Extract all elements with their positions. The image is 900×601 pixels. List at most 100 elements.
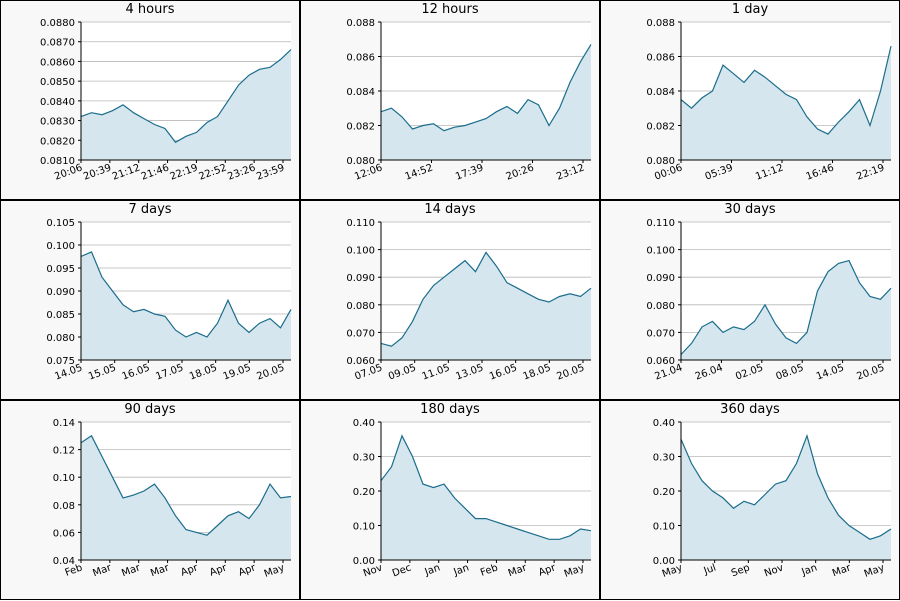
x-tick-label: Mar bbox=[507, 562, 529, 579]
x-tick-label: Apr bbox=[208, 562, 229, 579]
x-tick-label: 20.05 bbox=[555, 362, 586, 382]
y-tick-label: 0.080 bbox=[346, 156, 375, 167]
x-tick-label: 16.05 bbox=[488, 362, 519, 382]
x-tick-label: May bbox=[563, 562, 586, 579]
series-line bbox=[680, 45, 892, 135]
chart-title: 7 days bbox=[128, 202, 172, 217]
x-tick-label: 23:26 bbox=[226, 162, 257, 182]
y-tick-label: 0.100 bbox=[46, 241, 75, 252]
y-tick-label: 0.088 bbox=[346, 18, 375, 29]
x-tick-label: 20:39 bbox=[82, 162, 113, 182]
y-tick-label: 0.084 bbox=[346, 87, 375, 98]
x-tick-label: 22:19 bbox=[169, 162, 200, 182]
x-tick-label: 18.05 bbox=[188, 362, 219, 382]
x-tick-label: 05:39 bbox=[704, 162, 735, 182]
y-tick-label: 0.086 bbox=[346, 53, 375, 64]
chart-panel-4: 14 days 0.060 0.070 0.080 0.090 0.100 0.110 07.… bbox=[300, 200, 600, 400]
series-area bbox=[381, 252, 591, 360]
x-tick-label: Apr bbox=[179, 562, 200, 579]
y-tick-label: 0.40 bbox=[353, 418, 375, 429]
series-line bbox=[680, 259, 892, 355]
y-tick-label: 0.060 bbox=[346, 356, 375, 367]
y-tick-label: 0.080 bbox=[346, 301, 375, 312]
x-tick-label: 11.05 bbox=[421, 362, 452, 382]
y-tick-label: 0.04 bbox=[53, 556, 75, 567]
x-tick-label: 16.05 bbox=[121, 362, 152, 382]
x-tick-label: Jan bbox=[451, 562, 470, 578]
x-tick-label: 17.05 bbox=[154, 362, 185, 382]
chart-panel-2: 1 day 0.080 0.082 0.084 0.086 0.088 00:06 05:39… bbox=[600, 0, 900, 200]
y-tick-label: 0.090 bbox=[346, 273, 375, 284]
x-tick-label: 23:12 bbox=[555, 162, 586, 182]
y-tick-label: 0.00 bbox=[653, 556, 675, 567]
x-tick-label: Mar bbox=[120, 562, 142, 579]
y-tick-label: 0.080 bbox=[646, 301, 675, 312]
x-tick-label: 18.05 bbox=[522, 362, 553, 382]
chart-title: 4 hours bbox=[125, 2, 175, 17]
x-tick-label: 26.04 bbox=[694, 362, 725, 382]
x-tick-label: 11:12 bbox=[754, 162, 785, 182]
y-tick-label: 0.082 bbox=[646, 122, 675, 133]
x-tick-label: May bbox=[863, 562, 886, 579]
x-tick-label: 15.05 bbox=[87, 362, 118, 382]
series-area bbox=[81, 435, 291, 560]
y-tick-label: 0.40 bbox=[653, 418, 675, 429]
chart-title: 90 days bbox=[124, 402, 176, 417]
series-line bbox=[380, 434, 592, 540]
x-tick-label: 08.05 bbox=[775, 362, 806, 382]
series-line bbox=[680, 433, 892, 540]
chart-panel-0: 4 hours 0.0810 0.0820 0.0830 0.0840 0.0850 0.0… bbox=[0, 0, 300, 200]
series-line bbox=[380, 251, 592, 347]
x-tick-label: Dec bbox=[391, 562, 413, 579]
x-tick-label: Nov bbox=[763, 562, 785, 579]
series-area bbox=[381, 435, 591, 560]
x-tick-label: Apr bbox=[237, 562, 258, 579]
x-tick-label: 21:46 bbox=[140, 162, 171, 182]
chart-svg: 0.0810 0.0820 0.0830 0.0840 0.0850 0.0860 0.08… bbox=[40, 18, 292, 183]
y-tick-label: 0.070 bbox=[646, 328, 675, 339]
y-tick-label: 0.085 bbox=[46, 310, 75, 321]
y-tick-label: 0.084 bbox=[646, 87, 675, 98]
y-tick-label: 0.105 bbox=[46, 218, 75, 229]
y-tick-label: 0.086 bbox=[646, 53, 675, 64]
y-tick-label: 0.30 bbox=[353, 453, 375, 464]
y-tick-label: 0.08 bbox=[53, 501, 75, 512]
chart-title: 360 days bbox=[720, 402, 780, 417]
y-tick-label: 0.080 bbox=[46, 333, 75, 344]
series-area bbox=[681, 435, 891, 560]
y-tick-label: 0.090 bbox=[46, 287, 75, 298]
x-tick-label: Feb bbox=[479, 562, 499, 578]
y-tick-label: 0.082 bbox=[346, 122, 375, 133]
y-tick-label: 0.088 bbox=[646, 18, 675, 29]
x-tick-label: 20.05 bbox=[255, 362, 286, 382]
y-tick-label: 0.110 bbox=[346, 218, 375, 229]
y-tick-label: 0.30 bbox=[653, 453, 675, 464]
series-area bbox=[381, 44, 591, 160]
chart-panel-8: 360 days 0.00 0.10 0.20 0.30 0.40 May Jul Sep Nov… bbox=[600, 400, 900, 600]
chart-panel-7: 180 days 0.00 0.10 0.20 0.30 0.40 Nov Dec Jan Jan… bbox=[300, 400, 600, 600]
x-tick-label: 22:19 bbox=[855, 162, 886, 182]
y-tick-label: 0.100 bbox=[646, 246, 675, 257]
x-tick-label: Jan bbox=[799, 562, 818, 578]
chart-panel-3: 7 days 0.075 0.080 0.085 0.090 0.095 0.100 0.10… bbox=[0, 200, 300, 400]
y-tick-label: 0.075 bbox=[46, 356, 75, 367]
x-tick-label: 21:12 bbox=[111, 162, 142, 182]
series-line bbox=[380, 44, 592, 132]
x-tick-label: 16:46 bbox=[805, 162, 836, 182]
series-area bbox=[681, 260, 891, 360]
y-tick-label: 0.0820 bbox=[40, 136, 75, 147]
chart-title: 1 day bbox=[731, 2, 769, 17]
x-tick-label: 09.05 bbox=[387, 362, 418, 382]
x-tick-label: Mar bbox=[91, 562, 113, 579]
x-tick-label: 20.05 bbox=[855, 362, 886, 382]
y-tick-label: 0.20 bbox=[353, 487, 375, 498]
series-area bbox=[81, 49, 291, 160]
x-tick-label: Jul bbox=[702, 562, 718, 577]
chart-panel-6: 90 days 0.04 0.06 0.08 0.10 0.12 0.14 Feb Mar Mar… bbox=[0, 400, 300, 600]
x-tick-label: 22:52 bbox=[197, 162, 228, 182]
x-tick-label: May bbox=[263, 562, 286, 579]
